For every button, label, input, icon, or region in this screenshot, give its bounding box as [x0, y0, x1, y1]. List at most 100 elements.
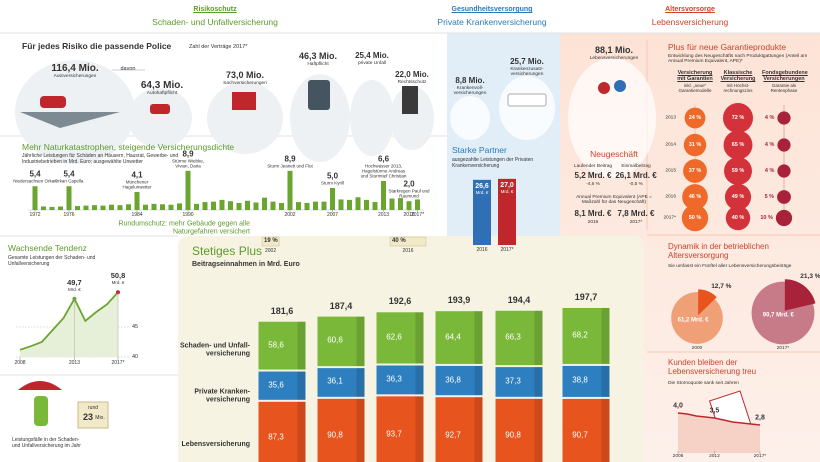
person-icon — [614, 80, 626, 92]
guarantee-subtitle: Entwicklung des Neugeschäfts nach Produk… — [668, 54, 808, 65]
bar — [381, 180, 386, 210]
annotation-value: 4,1 — [131, 170, 143, 180]
claims-prefix: rund — [87, 405, 99, 411]
section-title: Altersvorsorge — [665, 6, 715, 13]
bar — [83, 205, 89, 210]
bar — [415, 199, 420, 210]
premiums-subtitle: Beitragseinnahmen in Mrd. Euro — [192, 261, 300, 268]
bar-segment — [495, 310, 543, 366]
bar — [143, 204, 148, 210]
share-dot — [777, 190, 791, 204]
policy-label: Autohaftpflicht — [146, 91, 178, 96]
bar-shade — [601, 307, 610, 364]
coverage-bar — [261, 236, 280, 247]
nature-subtitle: Jährliche Leistungen für Schäden an Häus… — [22, 153, 179, 165]
car-icon — [150, 104, 170, 114]
value-label: 4 % — [764, 167, 775, 174]
value-label: 72 % — [731, 114, 745, 121]
total-label: 197,7 — [574, 292, 598, 303]
value-label: 90,8 — [327, 431, 343, 441]
annotation-value: 5,4 — [29, 169, 41, 179]
dome — [207, 82, 283, 154]
dome — [568, 58, 656, 178]
annotation-value: 8,9 — [284, 154, 296, 164]
value-label: 2,8 — [755, 414, 765, 422]
books-icon — [402, 86, 418, 114]
row-year: 2015 — [665, 168, 676, 174]
bar — [117, 205, 123, 210]
bar-shade — [601, 398, 610, 462]
bar — [228, 201, 233, 210]
bar-shade — [297, 371, 306, 400]
trend-line — [19, 291, 119, 351]
x-tick-label: 2017* — [410, 212, 425, 218]
policy-label: private Unfall — [358, 61, 386, 66]
nature-title: Mehr Naturkatastrophen, steigende Versic… — [22, 142, 235, 152]
total-label: 192,6 — [388, 296, 412, 307]
bar-segment — [376, 365, 424, 395]
column-header: Fondsgebundene Versicherungen — [762, 70, 808, 83]
bar — [262, 197, 267, 210]
value-label: 93,7 — [386, 429, 402, 439]
bar — [219, 199, 225, 210]
pie-slice — [698, 289, 717, 316]
share-dot — [725, 205, 751, 231]
ape-value: 8,1 Mrd. € — [574, 209, 612, 218]
value-label: 92,7 — [445, 430, 461, 440]
share-dot — [724, 183, 752, 211]
section-subtitle: Schaden- und Unfallversicherung — [152, 17, 278, 27]
policy-label: Kranken­zusatz­versicherungen — [510, 67, 544, 78]
item-label: Einmalbeitrag — [621, 164, 651, 169]
column-header: Klassische Versicherung — [720, 70, 756, 83]
claims-value: 23 — [82, 412, 94, 422]
bar — [236, 202, 242, 210]
bar — [313, 201, 318, 210]
section-subtitle: Private Krankenversicherung — [437, 17, 547, 27]
annotation-value: 8,9 — [182, 149, 194, 159]
legend-label: Schaden- und Unfall­versicherung — [179, 342, 250, 357]
annotation-label: Hochwasser 2013, Hagelstürme Andreas und… — [360, 163, 407, 179]
annotation-value: 5,0 — [326, 171, 339, 181]
person-icon — [598, 82, 610, 94]
value-label: 58,6 — [268, 340, 284, 350]
pension-subtitle: Sie umfasst ein Fünftel aller Lebensvers… — [668, 264, 792, 269]
value-label: 49 % — [731, 193, 745, 200]
row-year: 2017* — [663, 215, 676, 221]
policies-connector: davon — [120, 66, 136, 72]
item-value: 5,2 Mrd. € — [574, 171, 612, 180]
trend-subtitle: Gesamte Leistungen der Schaden- und Unfa… — [8, 255, 96, 267]
x-tick-label: 1972 — [29, 212, 41, 218]
annotation-value: 6,6 — [377, 154, 390, 164]
share-label: 12,7 % — [711, 283, 732, 291]
value-unit: Mrd. € — [500, 188, 514, 194]
share-label: 21,3 % — [800, 272, 820, 280]
annotation: 5,4 Niedersachsen Orkan — [12, 169, 58, 185]
x-tick-label: 1990 — [182, 212, 194, 218]
value-label: 36,3 — [386, 374, 402, 384]
annotation-label: Stürme Wiebke, Vivian, Daria — [171, 157, 204, 168]
x-tick-label: 2016 — [403, 212, 415, 218]
annotation-label: Sturm Kyrill — [320, 180, 344, 186]
bar — [92, 205, 97, 210]
bar — [364, 199, 369, 210]
bar — [109, 204, 114, 210]
policy-count: 25,7 Mio. — [510, 57, 544, 66]
total-label: 181,6 — [270, 305, 294, 316]
person-icon — [34, 396, 48, 426]
value-label: 40 % — [731, 214, 745, 221]
x-tick-label: 1984 — [131, 212, 143, 218]
share-dot — [683, 133, 707, 157]
item-value: 26,1 Mrd. € — [615, 171, 657, 180]
value-label: 37,3 — [505, 376, 521, 386]
bar — [321, 201, 327, 210]
bar — [202, 202, 208, 210]
dome — [290, 74, 350, 162]
pie-total — [671, 292, 723, 344]
annotation-label: Starkregen Paul und Raumund — [388, 188, 430, 199]
value-label: 36,8 — [445, 375, 461, 385]
bar — [168, 204, 174, 210]
bar — [134, 191, 140, 210]
bar — [304, 202, 310, 210]
bar-shade — [474, 365, 483, 396]
